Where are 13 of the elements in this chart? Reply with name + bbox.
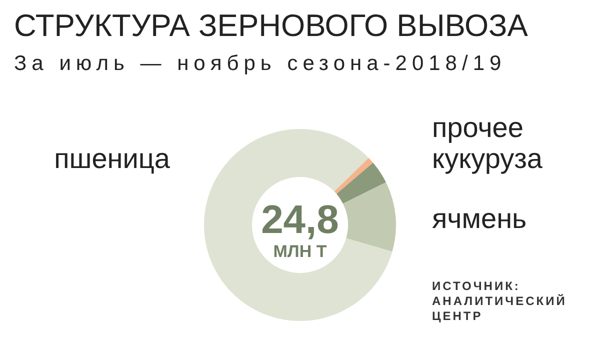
text: ИСТОЧНИК: АНАЛИТИЧЕСКИЙ ЦЕНТР: [432, 279, 567, 323]
slice-label: ячмень: [432, 203, 527, 234]
chart-title: СТРУКТУРА ЗЕРНОВОГО ВЫВОЗА: [14, 8, 528, 43]
donut-slice: [204, 129, 392, 321]
text: МЛН Т: [273, 242, 328, 261]
chart-subtitle: За июль — ноябрь сезона-2018/19: [14, 52, 506, 75]
slice-label: прочее: [432, 112, 524, 143]
text: 24,8: [261, 198, 339, 242]
slice-label: кукуруза: [432, 143, 543, 174]
donut-slice: [336, 162, 386, 204]
donut-slice: [334, 158, 374, 194]
slice-label: пшеница: [54, 143, 170, 174]
donut-slice: [342, 182, 396, 252]
